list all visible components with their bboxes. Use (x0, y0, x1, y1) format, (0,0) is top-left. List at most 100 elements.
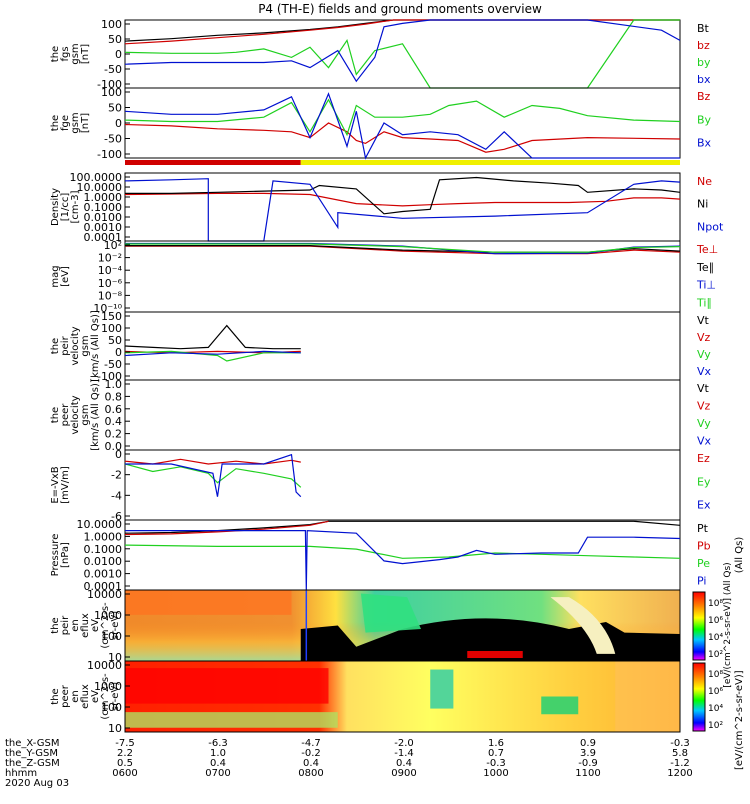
series-Pt (124, 520, 681, 534)
colorbar-tick: 10⁶ (708, 616, 723, 626)
colorbar-tick: 10⁴ (708, 704, 723, 714)
legend-Ti∥: Ti∥ (696, 296, 712, 309)
x-tick-value: -1.2 (670, 758, 690, 769)
y-label: the (50, 407, 61, 423)
legend-Vz: Vz (697, 400, 711, 413)
y-label: the (50, 46, 61, 62)
tick-label: 0.0100 (84, 211, 123, 224)
x-tick-value: -0.9 (578, 758, 598, 769)
panel-frame (124, 449, 681, 521)
tick-label: 10² (104, 239, 122, 252)
tick-label: -6 (111, 510, 122, 523)
y-label: en (70, 690, 81, 703)
y-label: eV (90, 619, 101, 632)
series-Ne (124, 192, 681, 207)
legend-bx: bx (697, 73, 711, 86)
legend-Vt: Vt (697, 314, 710, 327)
y-label: the (50, 688, 61, 704)
legend-Te∥: Te∥ (696, 261, 714, 274)
panel-frame (124, 311, 681, 381)
spectrogram-hot-band (125, 668, 329, 704)
tick-label: 10.0000 (77, 181, 123, 194)
panel-fgs: 100 50 0 -50 -100 the fgs gsm [nT] Bt bz by bx (50, 18, 711, 91)
panel-efield: 0 -2 -4 -6 E=-VxB [mV/m] Ez Ey Ex (50, 448, 711, 523)
x-tick-value: -1.4 (394, 748, 414, 759)
y-label: Density (50, 188, 61, 226)
tick-label: 100.0000 (70, 171, 123, 184)
spectrogram-green-patch (541, 696, 579, 715)
y-label: [km/s (All Qs)] (90, 310, 101, 382)
y-label: gsm (70, 112, 81, 133)
series-Ez (124, 458, 301, 465)
x-tick-value: -0.3 (670, 738, 690, 749)
tick-label: 1.0000 (84, 530, 123, 543)
y-label: Pressure (50, 534, 61, 577)
y-label: velocity (70, 395, 81, 434)
colorbar-overlap-label: [eV/(cm^2-s-sr-eV)] (All Qs) (723, 562, 733, 687)
series-Pi (125, 529, 681, 591)
panel-peer_eflux: 10000 1000 100 10 the peer en eflux eV (cm^2-s-sr… (50, 659, 681, 735)
legend-By: By (697, 113, 712, 126)
tick-label: 50 (108, 102, 122, 115)
tick-label: 1000 (94, 680, 122, 693)
colorbar-tick: 10⁸ (708, 599, 723, 609)
x-tick-value: 1000 (483, 768, 508, 779)
tick-label: 10 (108, 651, 122, 664)
y-label: eflux (80, 684, 91, 709)
panel-frame (124, 87, 681, 159)
x-tick-value: 0600 (112, 768, 137, 779)
x-tick-value: 1.6 (488, 738, 504, 749)
y-label: (cm^2-s- (100, 673, 111, 720)
x-row-label: the_Y-GSM (5, 748, 58, 759)
x-tick-value: 0.4 (303, 758, 319, 769)
y-label: E=-VxB (50, 466, 61, 503)
y-label: peir (60, 335, 71, 355)
y-label: [eV] (60, 266, 71, 287)
legend-Pi: Pi (697, 575, 706, 588)
legend-Pe: Pe (697, 557, 710, 570)
y-label: eV (90, 690, 101, 703)
right-label: (All Qs) (734, 537, 745, 574)
spectrogram-green-patch (360, 593, 421, 633)
spectrogram-late-fade (615, 661, 680, 732)
tick-label: 10000 (87, 659, 122, 672)
y-label: the (50, 617, 61, 633)
legend-Ey: Ey (697, 475, 711, 488)
panel-frame (124, 660, 681, 733)
x-tick-value: 0900 (391, 768, 416, 779)
tick-label: 1.0 (105, 378, 123, 391)
x-tick-value: -4.7 (301, 738, 321, 749)
tick-label: -2 (111, 469, 122, 482)
figure-title: P4 (TH-E) fields and ground moments over… (258, 2, 542, 16)
series-Ni (125, 176, 681, 215)
panel-fge: 100 50 0 -50 -100 the fge gsm [nT] Bz By Bx (50, 86, 712, 165)
panel-frame (124, 19, 681, 89)
y-label: en (70, 619, 81, 632)
series-bx (124, 19, 681, 83)
spectrogram-hot-band (125, 590, 292, 615)
legend-Vx: Vx (697, 435, 712, 448)
tick-label: 0.1000 (84, 201, 123, 214)
tick-label: 10⁻⁸ (98, 289, 123, 302)
x-tick-value: 0700 (205, 768, 230, 779)
y-label: the (50, 115, 61, 131)
tick-label: 10.0000 (77, 518, 123, 531)
x-tick-value: 0.4 (396, 758, 412, 769)
tick-label: 0.0 (105, 440, 123, 453)
tick-label: 0.8 (105, 390, 123, 403)
colorbar-tick: 10⁸ (708, 670, 723, 680)
x-tick-value: 0.7 (488, 748, 504, 759)
series-Pe (124, 544, 681, 559)
legend-Te⊥: Te⊥ (696, 243, 718, 256)
legend-by: by (697, 56, 711, 69)
legend-Ti⊥: Ti⊥ (696, 279, 716, 292)
y-label: gsm (70, 43, 81, 64)
y-label: fgs (60, 46, 71, 61)
colorbar-tick: 10⁴ (708, 633, 723, 643)
x-row-label: the_X-GSM (5, 738, 59, 749)
tick-label: 0 (115, 346, 122, 359)
tick-label: 10 (108, 722, 122, 735)
panel-density: 100.000010.00001.00000.10000.01000.00100… (50, 171, 724, 244)
